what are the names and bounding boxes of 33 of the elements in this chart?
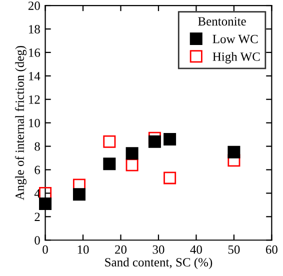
- point: [103, 135, 116, 148]
- x-tick-label: 30: [152, 245, 164, 254]
- y-tick-label: 2: [34, 212, 40, 221]
- point: [72, 188, 86, 201]
- y-tick-label: 6: [34, 166, 40, 174]
- y-tick-label: 16: [29, 48, 40, 57]
- point: [148, 135, 161, 148]
- y-tick-label: 20: [28, 2, 40, 10]
- point: [164, 132, 176, 146]
- y-tick-label: 18: [29, 25, 40, 34]
- x-tick-label: 40: [190, 245, 202, 254]
- y-tick-label: 10: [29, 118, 40, 128]
- point: [39, 186, 52, 200]
- x-tick-label: 60: [266, 245, 278, 254]
- point: [164, 172, 176, 184]
- x-tick-label: 0: [42, 245, 48, 254]
- point: [126, 147, 138, 160]
- y-tick-label: 8: [34, 142, 40, 151]
- y-tick-label: 0: [34, 236, 40, 245]
- y-axis-title: Angle of internal friction (deg): [15, 46, 27, 200]
- y-tick-label: 12: [29, 95, 40, 104]
- legend-label: Low WC: [212, 34, 258, 44]
- point: [39, 198, 52, 210]
- x-tick-label: 10: [78, 245, 89, 254]
- legend-title: Bentonite: [198, 17, 246, 26]
- x-tick-label: 50: [228, 245, 240, 254]
- x-axis-title: Sand content, SC (%): [105, 258, 212, 270]
- point: [228, 146, 240, 158]
- point: [103, 158, 116, 170]
- x-tick-label: 20: [115, 245, 127, 254]
- point: [126, 158, 138, 172]
- legend-label: High WC: [212, 52, 260, 64]
- y-tick-label: 14: [29, 72, 40, 80]
